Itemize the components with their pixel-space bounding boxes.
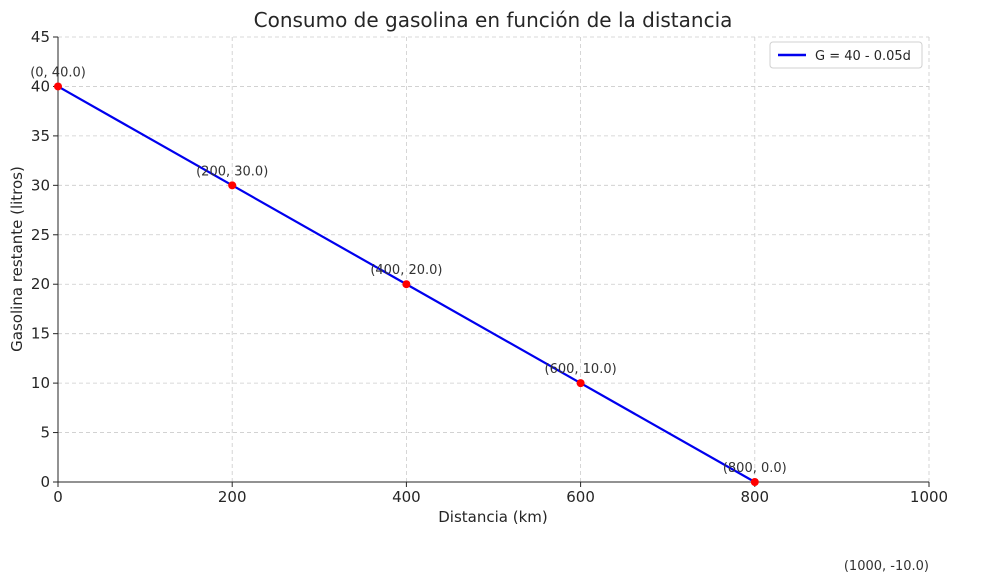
y-tick-label: 5 (40, 424, 50, 442)
data-point (54, 82, 62, 91)
x-axis-label: Distancia (km) (438, 508, 548, 526)
y-tick-label: 20 (31, 275, 50, 293)
x-tick-label: 800 (740, 488, 769, 506)
data-point (402, 280, 411, 289)
data-point-label: (1000, -10.0) (844, 559, 929, 574)
y-tick-label: 40 (31, 77, 50, 95)
x-tick-label: 1000 (910, 488, 948, 506)
data-point (750, 478, 759, 486)
x-tick-label: 0 (53, 488, 63, 506)
data-point-label: (200, 30.0) (196, 164, 268, 179)
y-tick-label: 25 (31, 226, 50, 244)
y-tick-label: 0 (40, 473, 50, 491)
y-tick-label: 30 (31, 176, 50, 194)
grid (57, 36, 930, 483)
data-point-label: (400, 20.0) (370, 263, 442, 278)
x-tick-label: 200 (218, 488, 247, 506)
chart-title: Consumo de gasolina en función de la dis… (254, 8, 733, 32)
y-ticks: 0 5 10 15 20 25 30 35 40 45 (31, 28, 58, 491)
data-point-label: (0, 40.0) (30, 65, 86, 80)
y-tick-label: 15 (31, 325, 50, 343)
y-tick-label: 10 (31, 374, 50, 392)
y-axis-label: Gasolina restante (litros) (8, 166, 26, 352)
x-tick-label: 400 (392, 488, 421, 506)
x-ticks: 0 200 400 600 800 1000 (53, 482, 948, 506)
data-point-label: (600, 10.0) (545, 362, 617, 377)
legend-box (769, 41, 923, 69)
points-group: (0, 40.0) (200, 30.0) (400, 20.0) (600, 10.… (30, 65, 929, 574)
data-point-label: (800, 0.0) (723, 461, 787, 476)
legend: G = 40 - 0.05d (769, 41, 923, 69)
x-tick-label: 600 (566, 488, 595, 506)
legend-label: G = 40 - 0.05d (815, 49, 911, 64)
axes (57, 37, 929, 483)
data-point (228, 181, 237, 190)
data-point (576, 379, 585, 388)
y-tick-label: 45 (31, 28, 50, 46)
y-tick-label: 35 (31, 127, 50, 145)
